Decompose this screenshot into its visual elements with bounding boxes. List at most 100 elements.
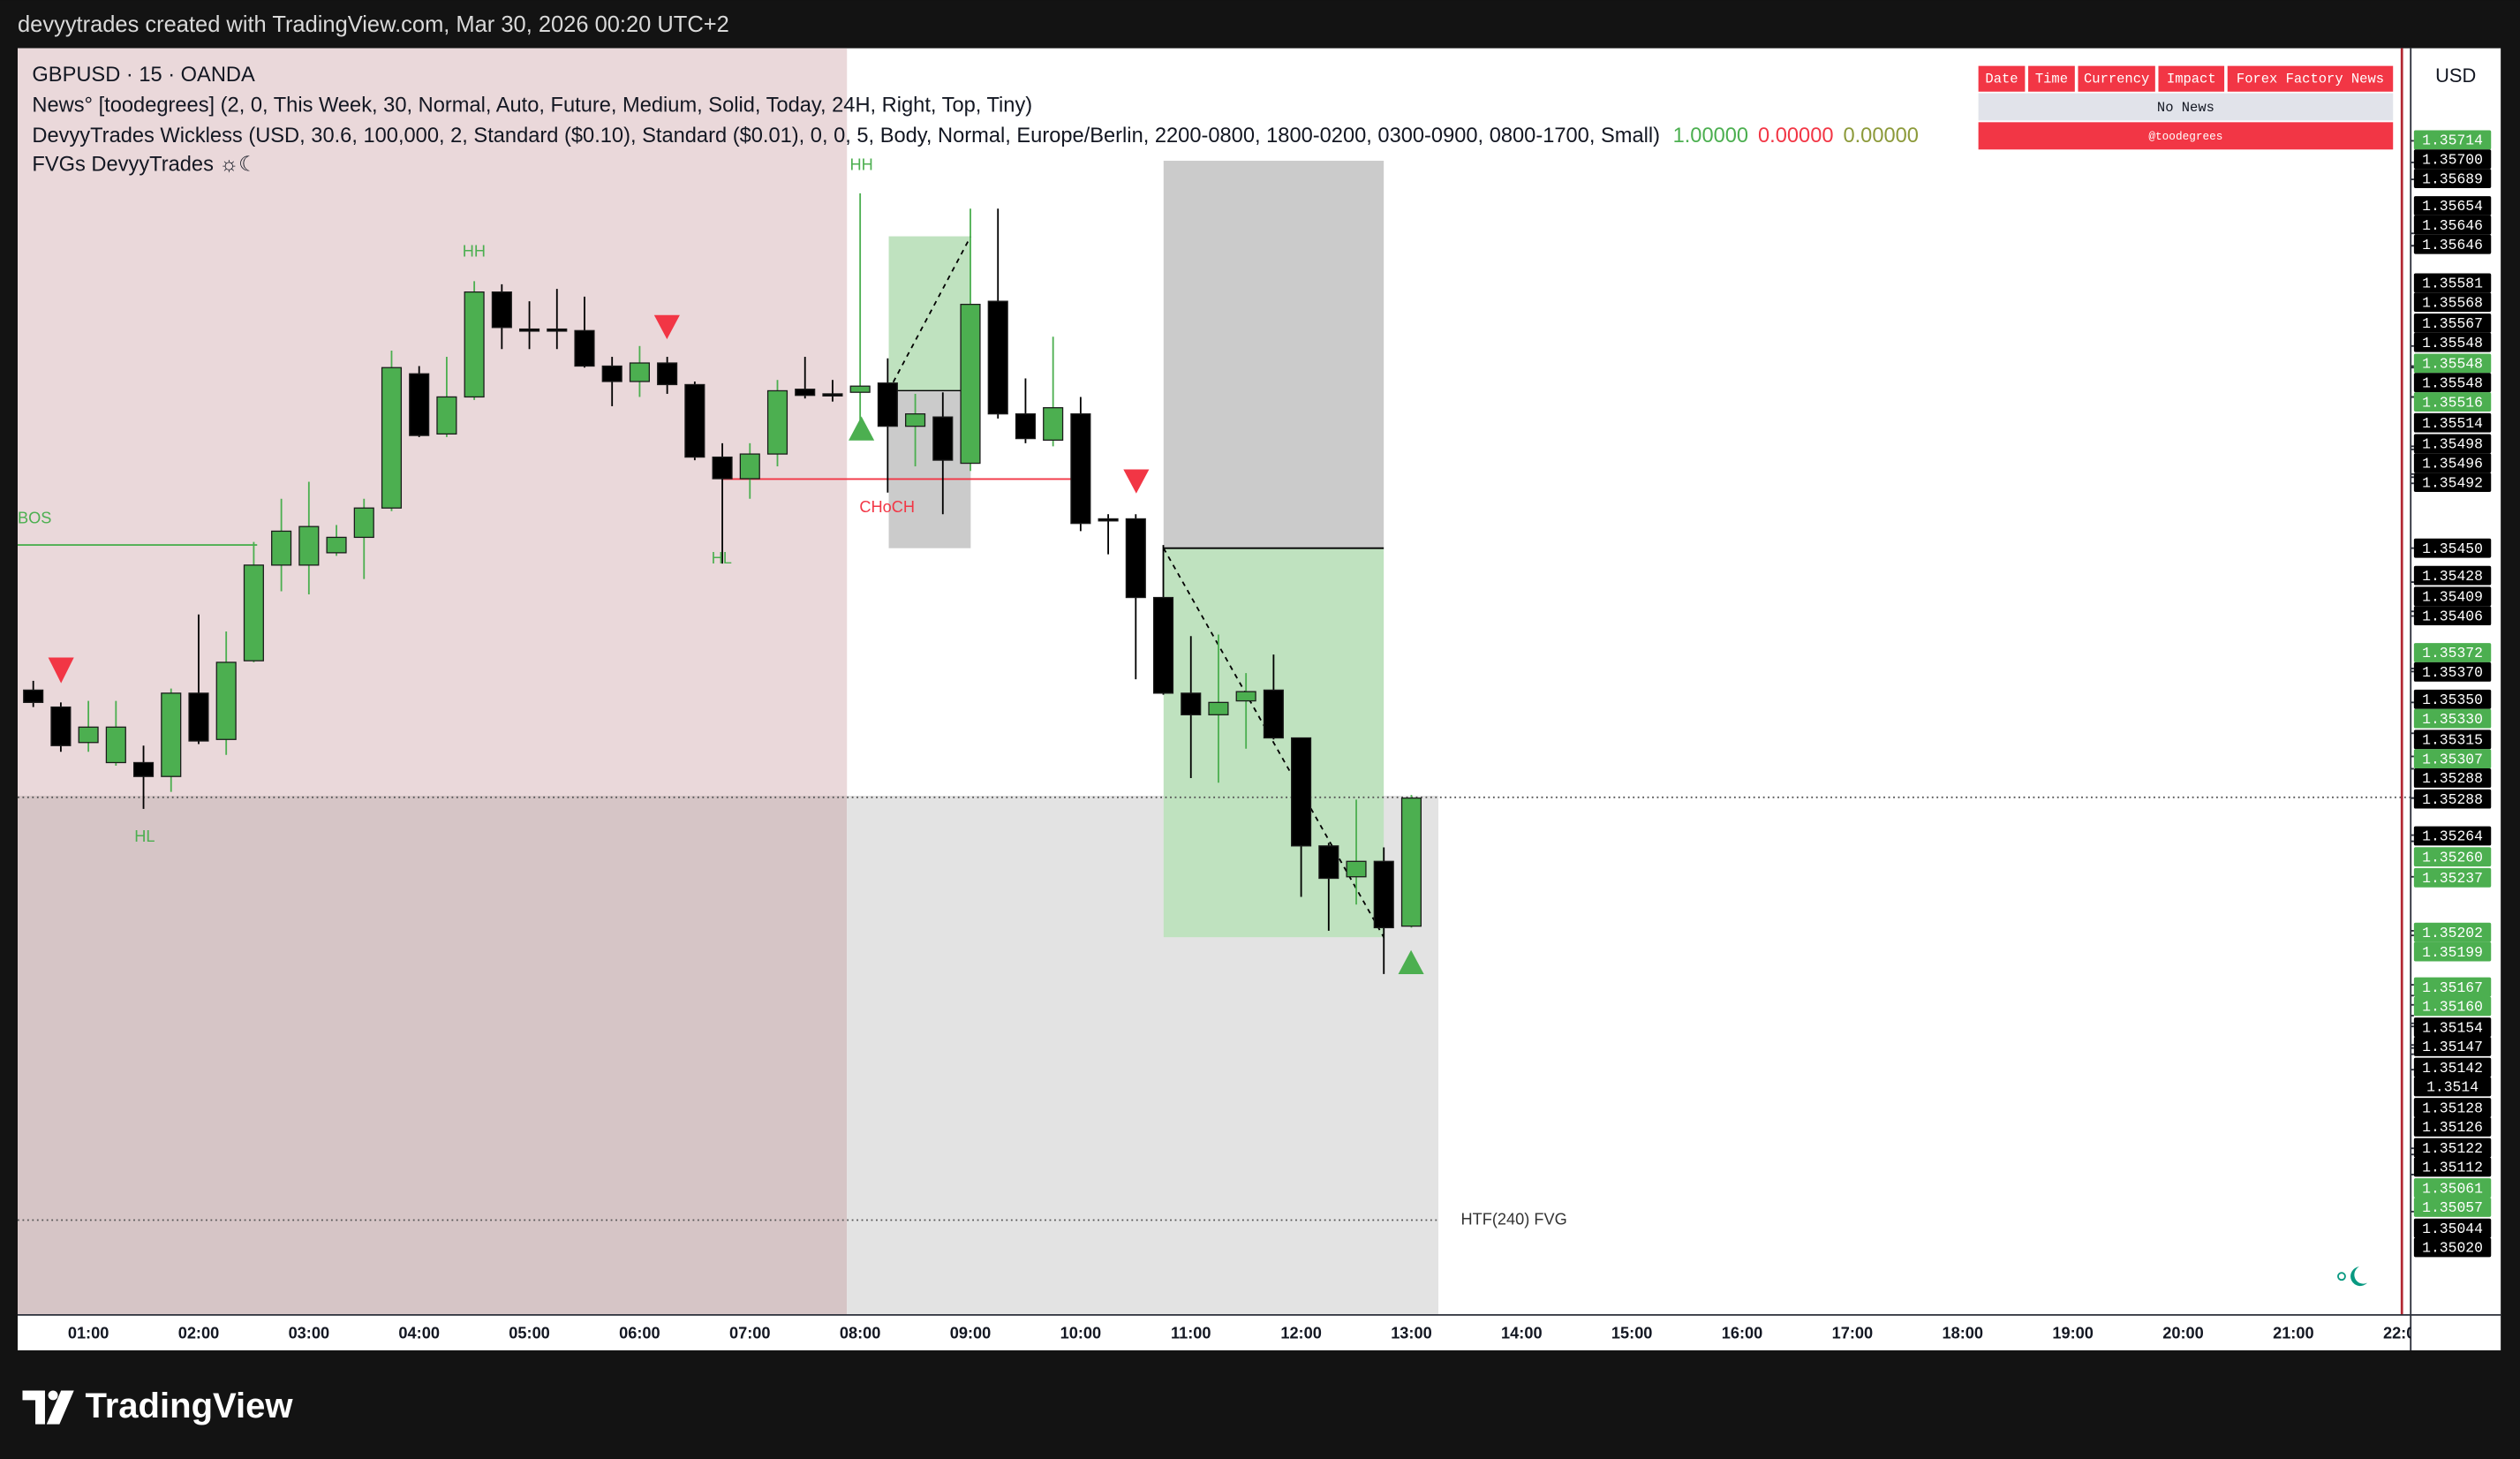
price-label-bg: [2413, 996, 2492, 1017]
candle-body: [987, 300, 1008, 415]
brand-name: TradingView: [85, 1387, 293, 1425]
price-label-bg: [2413, 373, 2492, 393]
sell-signal: [48, 657, 74, 684]
price-label: 1.35307: [2422, 751, 2483, 767]
price-label: 1.35450: [2422, 541, 2483, 557]
candle-body: [1400, 798, 1422, 927]
candle-body: [905, 413, 926, 427]
candle-body: [326, 536, 347, 554]
price-label-bg: [2413, 169, 2492, 188]
price-label-bg: [2413, 565, 2492, 586]
candle-body: [1318, 845, 1339, 880]
annotation: HL: [134, 828, 155, 845]
price-label-bg: [2413, 1098, 2492, 1118]
candle-body: [1346, 860, 1367, 878]
risk-box: [888, 390, 971, 548]
candles: [23, 193, 1422, 974]
price-label-bg: [2413, 689, 2492, 709]
table-header: Forex Factory News: [2237, 71, 2384, 87]
price-label: 1.35646: [2422, 237, 2483, 253]
price-label-bg: [2413, 661, 2492, 682]
candle-body: [712, 456, 733, 480]
table-header: Impact: [2167, 71, 2216, 87]
price-label: 1.35122: [2422, 1140, 2483, 1157]
price-label: 1.35057: [2422, 1199, 2483, 1216]
indicator-value: 0.00000: [1758, 125, 1834, 147]
price-label: 1.35548: [2422, 356, 2483, 373]
time-axis: 01:00 02:00 03:00 04:00 05:00 06:00 07:00 08:00…: [68, 1325, 2411, 1342]
price-label: 1.3514: [2426, 1079, 2479, 1096]
candle-body: [657, 362, 678, 386]
candle-body: [960, 303, 981, 465]
price-label: 1.35428: [2422, 568, 2483, 585]
price-label-bg: [2413, 1218, 2492, 1238]
buy-signal: [1398, 949, 1424, 975]
price-label-bg: [2413, 1117, 2492, 1137]
x-tick-label: 17:00: [1832, 1325, 1874, 1342]
price-label-bg: [2413, 392, 2492, 412]
price-label: 1.35237: [2422, 870, 2483, 887]
indicator-legend: FVGs DevyyTrades ☼☾: [32, 154, 257, 177]
x-tick-label: 20:00: [2162, 1325, 2204, 1342]
price-label-bg: [2413, 922, 2492, 942]
price-label: 1.35548: [2422, 374, 2483, 391]
price-label-bg: [2413, 273, 2492, 293]
candle-body: [353, 507, 374, 539]
candle-body: [932, 416, 954, 461]
price-label-bg: [2413, 292, 2492, 313]
price-label-bg: [2413, 1017, 2492, 1038]
sell-signal: [653, 314, 680, 340]
x-tick-label: 16:00: [1722, 1325, 1763, 1342]
candle-body: [601, 365, 622, 382]
table-header: Date: [1985, 71, 2018, 87]
candle-body: [877, 382, 898, 427]
price-label-bg: [2413, 538, 2492, 558]
x-tick-label: 09:00: [950, 1325, 992, 1342]
annotation: BOS: [18, 510, 51, 527]
sell-signal: [1123, 469, 1150, 494]
price-label-bg: [2413, 749, 2492, 769]
annotation: HL: [712, 549, 732, 567]
table-header: Currency: [2084, 71, 2149, 87]
price-label: 1.35514: [2422, 415, 2483, 432]
session-zone: [18, 48, 848, 796]
x-tick-label: 06:00: [619, 1325, 660, 1342]
price-label-bg: [2413, 215, 2492, 235]
x-tick-label: 10:00: [1060, 1325, 1102, 1342]
price-label-bg: [2413, 332, 2492, 352]
price-label: 1.35147: [2422, 1039, 2483, 1055]
indicator-legend: News° [toodegrees] (2, 0, This Week, 30,…: [32, 94, 1032, 117]
candle-body: [822, 393, 843, 397]
price-label: 1.35567: [2422, 315, 2483, 332]
price-label-bg: [2413, 730, 2492, 750]
price-label-bg: [2413, 412, 2492, 433]
price-label-bg: [2413, 434, 2492, 454]
price-label: 1.35126: [2422, 1119, 2483, 1136]
price-label-bg: [2413, 453, 2492, 473]
indicator-value: 1.00000: [1673, 125, 1749, 147]
candle-body: [298, 525, 320, 566]
price-label: 1.35154: [2422, 1019, 2483, 1036]
candle-body: [132, 761, 155, 777]
candle-body: [188, 692, 209, 742]
price-label-bg: [2413, 789, 2492, 809]
price-label-bg: [2413, 196, 2492, 215]
candle-body: [1181, 692, 1202, 715]
candle-body: [1373, 860, 1394, 929]
price-label: 1.35654: [2422, 198, 2483, 215]
candle-body: [50, 706, 72, 746]
table-header-cell: [2028, 65, 2075, 92]
annotation: CHoCH: [859, 498, 915, 516]
price-label: 1.35160: [2422, 999, 2483, 1016]
x-tick-label: 13:00: [1391, 1325, 1432, 1342]
price-label: 1.35061: [2422, 1180, 2483, 1197]
chart-title: GBPUSD · 15 · OANDA: [32, 64, 255, 87]
price-label: 1.35112: [2422, 1160, 2483, 1176]
x-tick-label: 08:00: [840, 1325, 881, 1342]
price-label: 1.35350: [2422, 692, 2483, 708]
candle-body: [1098, 518, 1119, 522]
price-label: 1.35315: [2422, 732, 2483, 749]
candle-body: [739, 453, 760, 480]
candle-body: [574, 329, 595, 367]
candle-body: [1263, 689, 1284, 739]
